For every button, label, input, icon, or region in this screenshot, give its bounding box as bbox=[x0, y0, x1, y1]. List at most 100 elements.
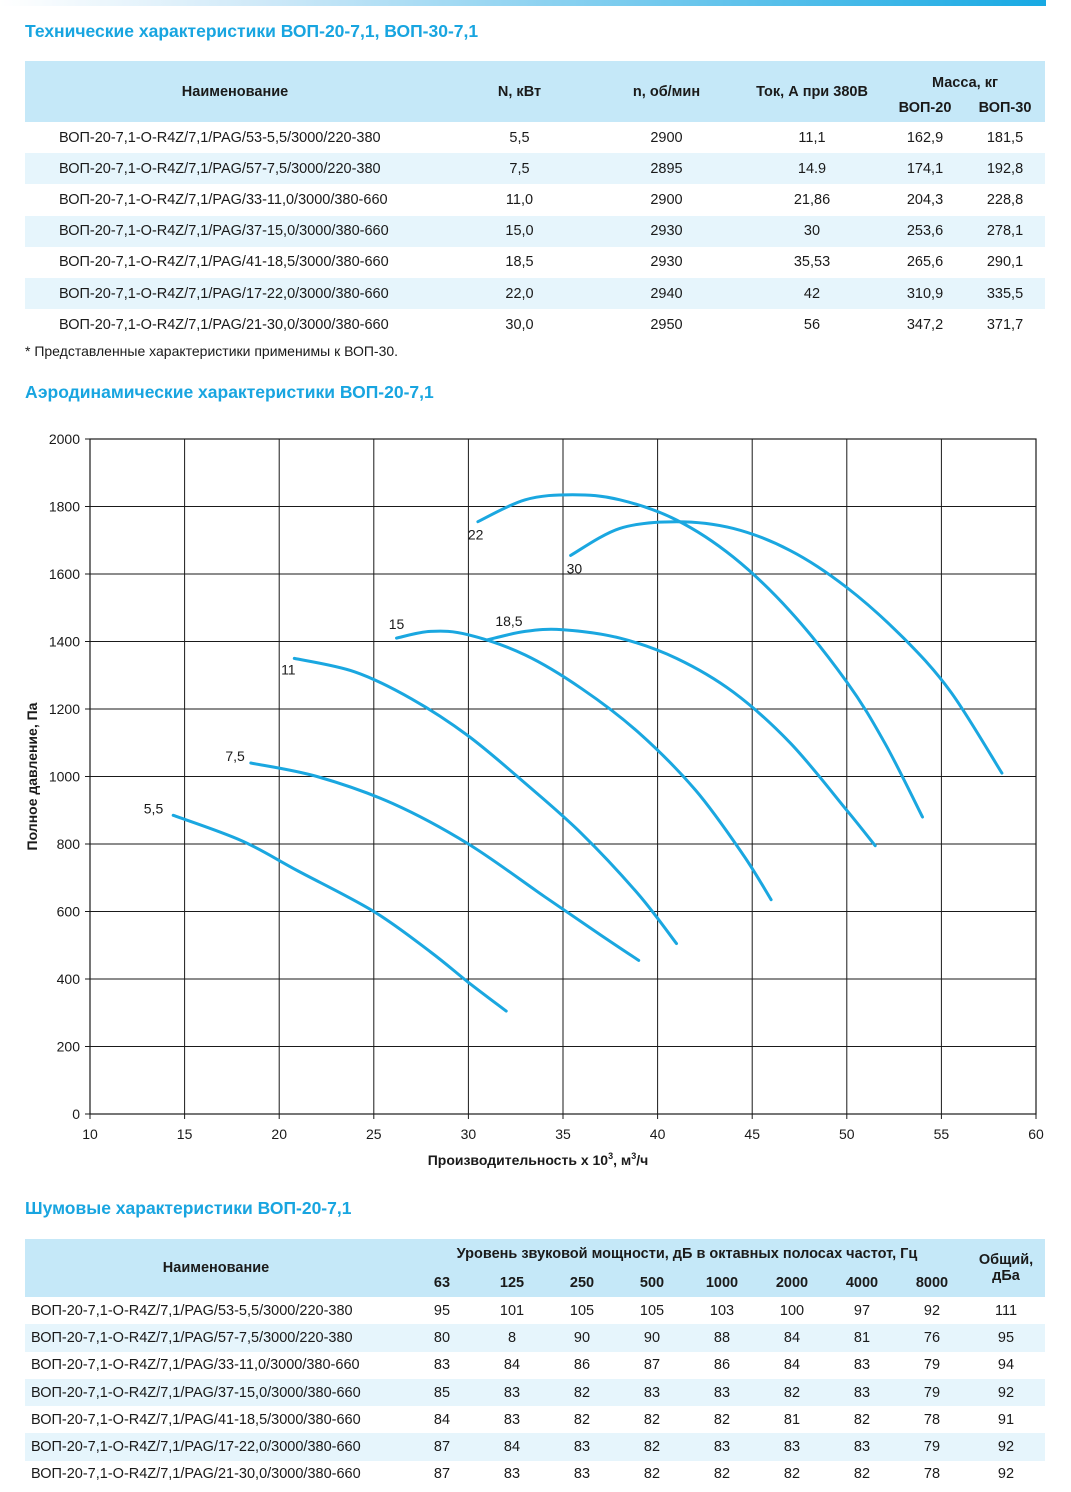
x-tick-label: 45 bbox=[744, 1126, 760, 1142]
table-row: ВОП-20-7,1-O-R4Z/7,1/PAG/41-18,5/3000/38… bbox=[25, 1406, 1045, 1433]
cell-band-value: 84 bbox=[503, 1357, 521, 1374]
cell-total: 92 bbox=[967, 1378, 1045, 1407]
cell-band-value: 101 bbox=[499, 1302, 525, 1319]
series-label: 15 bbox=[389, 616, 405, 632]
cell-band-value: 82 bbox=[573, 1411, 591, 1428]
cell-band-value: 78 bbox=[923, 1466, 941, 1483]
y-tick-label: 1600 bbox=[49, 566, 80, 582]
x-tick-label: 20 bbox=[271, 1126, 287, 1142]
cell-band-value: 78 bbox=[923, 1411, 941, 1428]
plot-frame bbox=[89, 438, 1037, 1115]
cell-band-value: 79 bbox=[923, 1357, 941, 1374]
cell-band-value: 8 bbox=[477, 1324, 547, 1352]
cell-name: ВОП-20-7,1-O-R4Z/7,1/PAG/21-30,0/3000/38… bbox=[31, 1466, 361, 1483]
cell-band-value: 79 bbox=[897, 1378, 967, 1407]
cell-speed: 2930 bbox=[594, 215, 739, 247]
noise-th-total: Общий, дБа bbox=[967, 1239, 1045, 1297]
cell-total: 92 bbox=[967, 1433, 1045, 1461]
series-line bbox=[292, 656, 678, 946]
cell-mass30: 371,7 bbox=[986, 316, 1024, 333]
cell-band-value: 85 bbox=[407, 1378, 477, 1407]
series-line bbox=[485, 627, 877, 848]
noise-title: Шумовые характеристики ВОП-20-7,1 bbox=[25, 1198, 352, 1218]
y-tick-label: 600 bbox=[57, 904, 81, 920]
cell-band-value: 82 bbox=[617, 1433, 687, 1461]
cell-band-value: 81 bbox=[827, 1324, 897, 1352]
noise-th-band: 250 bbox=[547, 1269, 617, 1297]
cell-band-value: 100 bbox=[779, 1302, 805, 1319]
cell-band-value: 84 bbox=[757, 1324, 827, 1352]
noise-th-total-line2: дБа bbox=[992, 1268, 1020, 1284]
cell-speed: 2950 bbox=[650, 316, 683, 333]
y-tick-label: 2000 bbox=[49, 431, 80, 447]
cell-band-value: 82 bbox=[713, 1466, 731, 1483]
aero-chart: 10 15 20 25 30 35 40 45 50 55 60020040060080010001… bbox=[24, 431, 1044, 1168]
cell-current: 30 bbox=[739, 215, 885, 247]
th-mass-vop20: ВОП-20 bbox=[885, 93, 965, 122]
table-row: ВОП-20-7,1-O-R4Z/7,1/PAG/37-15,0/3000/38… bbox=[25, 215, 1045, 247]
cell-speed: 2900 bbox=[650, 129, 683, 146]
cell-power: 30,0 bbox=[505, 316, 534, 333]
cell-band-value: 105 bbox=[639, 1302, 665, 1319]
cell-band-value: 80 bbox=[407, 1324, 477, 1352]
cell-name: ВОП-20-7,1-O-R4Z/7,1/PAG/57-7,5/3000/220… bbox=[25, 1324, 407, 1352]
y-tick-label: 800 bbox=[57, 836, 81, 852]
th-speed: n, об/мин bbox=[594, 61, 739, 122]
x-axis-label-sup: 3 bbox=[631, 1151, 636, 1161]
cell-band-value: 83 bbox=[853, 1357, 871, 1374]
cell-speed: 2940 bbox=[594, 277, 739, 310]
th-name: Наименование bbox=[25, 61, 445, 122]
tech-footnote: * Представленные характеристики применим… bbox=[25, 343, 399, 359]
y-tick-label: 1000 bbox=[49, 769, 80, 785]
x-tick-label: 40 bbox=[650, 1126, 666, 1142]
y-tick-label: 400 bbox=[57, 971, 81, 987]
cell-band-value: 83 bbox=[547, 1433, 617, 1461]
cell-band-value: 83 bbox=[433, 1357, 451, 1374]
x-tick-label: 55 bbox=[934, 1126, 950, 1142]
noise-th-band: 2000 bbox=[757, 1269, 827, 1297]
x-tick-label: 15 bbox=[177, 1126, 193, 1142]
cell-total: 111 bbox=[994, 1302, 1018, 1319]
cell-current: 21,86 bbox=[793, 191, 831, 208]
cell-mass30: 192,8 bbox=[965, 153, 1045, 185]
series-label: 22 bbox=[468, 527, 484, 543]
series-line bbox=[249, 761, 641, 962]
cell-name: ВОП-20-7,1-O-R4Z/7,1/PAG/37-15,0/3000/38… bbox=[25, 1378, 407, 1407]
x-tick-label: 60 bbox=[1028, 1126, 1044, 1142]
table-row: ВОП-20-7,1-O-R4Z/7,1/PAG/53-5,5/3000/220… bbox=[25, 122, 1045, 153]
cell-mass30: 181,5 bbox=[986, 129, 1024, 146]
cell-band-value: 82 bbox=[643, 1466, 661, 1483]
cell-mass20: 253,6 bbox=[885, 215, 965, 247]
table-row: ВОП-20-7,1-O-R4Z/7,1/PAG/33-11,0/3000/38… bbox=[25, 184, 1045, 215]
cell-band-value: 82 bbox=[643, 1411, 661, 1428]
series-line bbox=[476, 493, 924, 819]
cell-band-value: 86 bbox=[573, 1357, 591, 1374]
cell-band-value: 83 bbox=[503, 1411, 521, 1428]
cell-name: ВОП-20-7,1-O-R4Z/7,1/PAG/33-11,0/3000/38… bbox=[59, 191, 388, 208]
cell-name: ВОП-20-7,1-O-R4Z/7,1/PAG/57-7,5/3000/220… bbox=[25, 153, 445, 185]
cell-band-value: 92 bbox=[923, 1302, 941, 1319]
series-line bbox=[171, 813, 508, 1013]
cell-band-value: 83 bbox=[573, 1466, 591, 1483]
cell-band-value: 90 bbox=[547, 1324, 617, 1352]
table-row: ВОП-20-7,1-O-R4Z/7,1/PAG/53-5,5/3000/220… bbox=[25, 1297, 1045, 1324]
cell-name: ВОП-20-7,1-O-R4Z/7,1/PAG/37-15,0/3000/38… bbox=[25, 215, 445, 247]
cell-speed: 2930 bbox=[650, 254, 683, 271]
cell-band-value: 83 bbox=[827, 1378, 897, 1407]
cell-speed: 2895 bbox=[594, 153, 739, 185]
noise-th-bands: Уровень звуковой мощности, дБ в октавных… bbox=[407, 1239, 967, 1269]
cell-band-value: 90 bbox=[617, 1324, 687, 1352]
x-tick-label: 25 bbox=[366, 1126, 382, 1142]
series-label: 18,5 bbox=[495, 613, 522, 629]
noise-table: Наименование Уровень звуковой мощности, … bbox=[25, 1239, 1045, 1488]
cell-band-value: 84 bbox=[783, 1357, 801, 1374]
top-accent-bar bbox=[0, 0, 1046, 6]
cell-name: ВОП-20-7,1-O-R4Z/7,1/PAG/41-18,5/3000/38… bbox=[59, 254, 389, 271]
cell-power: 15,0 bbox=[445, 215, 594, 247]
cell-band-value: 88 bbox=[687, 1324, 757, 1352]
y-tick-label: 1400 bbox=[49, 634, 80, 650]
series-line bbox=[395, 629, 773, 902]
cell-band-value: 82 bbox=[853, 1466, 871, 1483]
series-label: 11 bbox=[281, 661, 296, 677]
cell-band-value: 82 bbox=[547, 1378, 617, 1407]
